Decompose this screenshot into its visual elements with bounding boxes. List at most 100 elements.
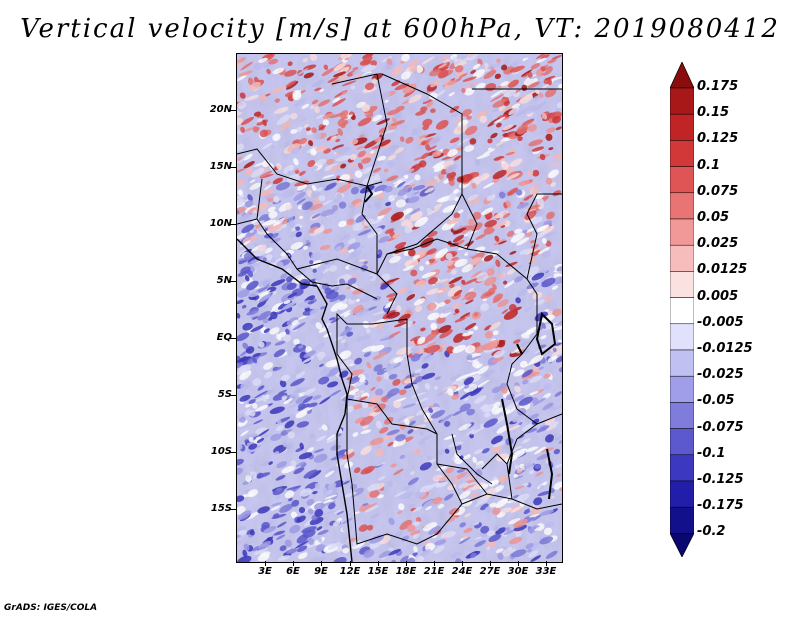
colorbar-label: -0.175 [697, 498, 744, 514]
plot-title: Vertical velocity [m/s] at 600hPa, VT: 2… [20, 14, 780, 44]
colorbar-segment [670, 454, 694, 482]
lat-tick [230, 338, 236, 339]
colorbar-segment [670, 480, 694, 508]
lat-label: 15S [210, 503, 232, 514]
colorbar-label: 0.025 [697, 236, 739, 252]
lon-label: 12E [339, 566, 361, 577]
lon-tick [434, 561, 435, 566]
border-line [336, 312, 408, 400]
lon-tick [490, 561, 491, 566]
colorbar-label: -0.05 [697, 393, 735, 409]
lon-tick [378, 561, 379, 566]
lat-label: 15N [209, 161, 232, 172]
colorbar-min-arrow [670, 533, 694, 557]
lat-label: 5S [217, 389, 232, 400]
lat-label: 10S [210, 446, 232, 457]
lat-tick [230, 281, 236, 282]
border-line [361, 185, 378, 274]
lake-malawi [546, 448, 554, 500]
colorbar-segment [670, 166, 694, 194]
colorbar-segment [670, 271, 694, 298]
colorbar-segment [670, 375, 694, 403]
border-line [526, 193, 562, 280]
colorbar-label: -0.025 [697, 367, 744, 383]
lat-tick [230, 452, 236, 453]
border-line [256, 178, 263, 220]
lake-victoria [535, 311, 557, 356]
colorbar-segment [670, 349, 694, 377]
colorbar-segment [670, 244, 694, 272]
colorbar-segment [670, 428, 694, 456]
border-line [506, 413, 562, 500]
colorbar-label: -0.0125 [697, 341, 753, 356]
lat-label: 10N [209, 218, 232, 229]
colorbar-segment [670, 402, 694, 429]
lat-label: EQ [216, 332, 232, 343]
lake-chad [364, 185, 374, 203]
border-line [331, 73, 378, 85]
colorbar-label: 0.075 [697, 183, 739, 199]
lon-label: 18E [395, 566, 417, 577]
colorbar-segment [670, 87, 694, 115]
colorbar-label: 0.125 [697, 131, 739, 147]
lon-label: 15E [367, 566, 389, 577]
colorbar-segment [670, 218, 694, 246]
colorbar [670, 62, 694, 557]
border-line [366, 73, 388, 187]
lat-tick [230, 395, 236, 396]
colorbar-label: -0.1 [697, 445, 726, 461]
lon-tick [293, 561, 294, 566]
lon-tick [546, 561, 547, 566]
lakes [364, 185, 557, 500]
lat-tick [230, 509, 236, 510]
colorbar-label: 0.005 [697, 288, 739, 304]
colorbar-label: 0.1 [697, 157, 721, 173]
lon-label: 9E [314, 566, 328, 577]
lon-tick [462, 561, 463, 566]
lon-label: 33E [535, 566, 557, 577]
border-line [346, 399, 463, 545]
colorbar-segment [670, 140, 694, 167]
lat-tick [230, 110, 236, 111]
colorbar-segment [670, 113, 694, 141]
colorbar-segment [670, 297, 694, 325]
lon-label: 6E [286, 566, 300, 577]
colorbar-label: -0.005 [697, 314, 744, 330]
lake-tanganyika [501, 398, 514, 475]
colorbar-label: -0.2 [697, 524, 726, 540]
border-line [481, 453, 508, 470]
colorbar-segment [670, 192, 694, 220]
colorbar-segment [670, 323, 694, 351]
border-line [406, 319, 463, 505]
lon-tick [518, 561, 519, 566]
border-line [376, 213, 453, 315]
lon-tick [350, 561, 351, 566]
coastline [237, 238, 353, 562]
colorbar-label: -0.075 [697, 419, 744, 435]
colorbar-segment [670, 506, 694, 534]
colorbar-label: 0.0125 [697, 262, 748, 278]
border-line [296, 268, 378, 300]
lat-label: 20N [209, 104, 232, 115]
country-borders [237, 73, 562, 545]
velocity-field-map [237, 54, 562, 562]
lon-tick [321, 561, 322, 566]
colorbar-label: 0.15 [697, 105, 730, 121]
lon-tick [406, 561, 407, 566]
colorbar-label: 0.05 [697, 210, 730, 225]
colorbar-label: -0.125 [697, 472, 744, 487]
lat-label: 5N [216, 275, 232, 286]
border-line [346, 398, 438, 435]
lake-albert [516, 343, 523, 355]
map-panel [236, 53, 563, 563]
lat-tick [230, 224, 236, 225]
border-line [237, 218, 378, 275]
colorbar-label: 0.175 [697, 79, 739, 94]
lon-label: 3E [258, 566, 272, 577]
colorbar-max-arrow [670, 62, 694, 89]
border-line [436, 463, 488, 495]
lon-label: 27E [479, 566, 501, 577]
lon-label: 24E [451, 566, 473, 577]
coastline-path [237, 238, 353, 562]
lon-label: 21E [423, 566, 445, 577]
